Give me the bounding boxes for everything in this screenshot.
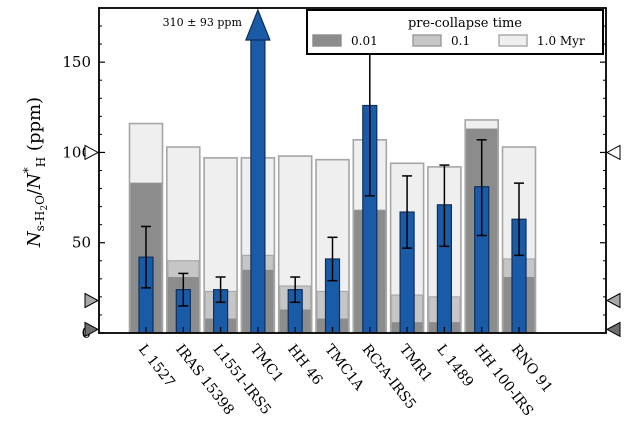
off-scale-label: 310 ± 93 ppm (163, 16, 243, 29)
off-scale-arrow (245, 8, 271, 41)
right-triangle-marker (605, 292, 621, 309)
legend-title: pre-collapse time (408, 16, 522, 31)
x-tick-label: HH 46 (284, 342, 325, 389)
y-tick-label: 100 (62, 143, 91, 161)
left-triangle-marker (84, 144, 100, 161)
observed-bar (250, 29, 266, 333)
right-triangle-marker (605, 144, 621, 161)
legend-label: 0.1 (451, 34, 470, 48)
x-tick-label: L 1527 (135, 342, 178, 391)
right-triangle-marker (605, 321, 621, 338)
y-axis-label: Ns-H2O/N*H (ppm) (21, 97, 50, 248)
x-tick-label: L 1489 (433, 342, 476, 391)
x-tick-label: TMC1 (247, 342, 286, 386)
legend-swatch (312, 34, 342, 47)
left-triangle-marker (84, 292, 100, 309)
left-triangle-marker (84, 321, 100, 338)
y-tick-label: 150 (62, 53, 91, 71)
legend-box (306, 9, 604, 55)
legend-swatch (412, 34, 442, 47)
legend-label: 1.0 Myr (537, 34, 585, 48)
y-tick-label: 50 (72, 234, 91, 252)
legend-swatch (498, 34, 528, 47)
x-tick-label: TMR1 (396, 342, 435, 386)
legend-label: 0.01 (351, 34, 378, 48)
